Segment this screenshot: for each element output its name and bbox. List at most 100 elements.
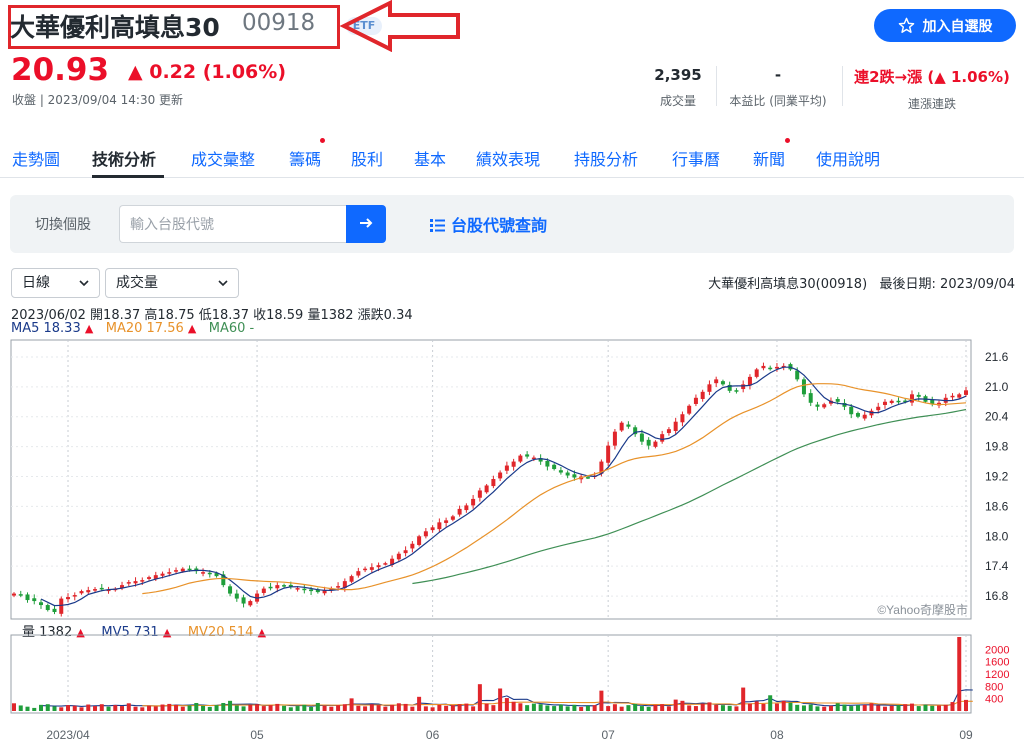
volume-bar bbox=[322, 705, 327, 711]
tab-news[interactable]: 新聞 bbox=[753, 150, 786, 169]
price-tick-label: 18.0 bbox=[985, 529, 1009, 543]
volume-bar bbox=[450, 705, 455, 711]
volume-bar bbox=[356, 705, 361, 711]
divider bbox=[716, 66, 717, 106]
star-icon bbox=[898, 17, 914, 33]
search-submit-button[interactable] bbox=[346, 205, 386, 243]
candle-body bbox=[842, 402, 847, 407]
volume-bar bbox=[896, 705, 901, 711]
candle-body bbox=[383, 563, 388, 565]
volume-bar bbox=[957, 637, 962, 711]
volume-bar bbox=[383, 706, 388, 711]
price-tick-label: 19.2 bbox=[985, 470, 1009, 484]
tab-trend[interactable]: 走勢圖 bbox=[12, 150, 61, 169]
volume-bar bbox=[45, 704, 50, 711]
ma60-label: MA60 - bbox=[208, 321, 255, 336]
candle-body bbox=[356, 571, 361, 576]
volume-bar bbox=[565, 706, 570, 711]
volume-bar bbox=[747, 703, 752, 711]
volume-bar bbox=[936, 705, 941, 711]
candle-body bbox=[612, 431, 617, 446]
candle-body bbox=[754, 369, 759, 377]
tab-calendar[interactable]: 行事曆 bbox=[672, 150, 721, 169]
stat-volume: 2,395 成交量 bbox=[648, 66, 708, 109]
candle-body bbox=[106, 589, 111, 592]
vol-label: 量 1382 bbox=[22, 625, 73, 640]
candle-body bbox=[734, 390, 739, 392]
candle-body bbox=[889, 400, 894, 403]
volume-bar bbox=[336, 705, 341, 711]
candle-body bbox=[86, 590, 91, 593]
tab-basic[interactable]: 基本 bbox=[414, 150, 447, 169]
candle-body bbox=[916, 394, 921, 397]
candle-body bbox=[248, 601, 253, 606]
volume-bar bbox=[538, 704, 543, 711]
candle-body bbox=[342, 581, 347, 588]
add-to-watchlist-button[interactable]: 加入自選股 bbox=[874, 9, 1016, 42]
tab-technical[interactable]: 技術分析 bbox=[92, 150, 157, 169]
volume-bar bbox=[59, 707, 64, 711]
mv5-label: MV5 731 bbox=[101, 625, 159, 640]
indicator-select-value: 成交量 bbox=[116, 275, 158, 291]
candle-body bbox=[687, 405, 692, 414]
indicator-select[interactable]: 成交量 bbox=[105, 268, 239, 298]
tab-holdings[interactable]: 持股分析 bbox=[574, 150, 639, 169]
volume-bar bbox=[423, 706, 428, 711]
stock-code-input[interactable] bbox=[119, 205, 347, 243]
candle-body bbox=[214, 573, 219, 577]
volume-bar bbox=[52, 706, 57, 711]
candle-body bbox=[282, 585, 287, 587]
volume-bar bbox=[882, 706, 887, 711]
volume-bar bbox=[396, 703, 401, 711]
tab-dividend[interactable]: 股利 bbox=[351, 150, 384, 169]
period-select[interactable]: 日線 bbox=[11, 268, 100, 298]
volume-bar bbox=[39, 704, 44, 711]
candle-body bbox=[585, 477, 590, 479]
volume-bar bbox=[923, 704, 928, 711]
candle-body bbox=[133, 581, 138, 584]
volume-bar bbox=[417, 696, 422, 711]
stock-name: 大華優利高填息30 bbox=[10, 13, 220, 42]
volume-bar bbox=[903, 704, 908, 711]
mv20-line bbox=[142, 700, 973, 707]
volume-bar bbox=[950, 702, 955, 711]
candle-body bbox=[72, 595, 77, 597]
candle-body bbox=[572, 474, 577, 478]
volume-bar bbox=[214, 705, 219, 711]
candle-body bbox=[511, 461, 516, 467]
code-lookup-link[interactable]: 台股代號查詢 bbox=[430, 212, 547, 236]
volume-bar bbox=[720, 705, 725, 711]
volume-bar bbox=[403, 703, 408, 711]
candle-body bbox=[768, 367, 773, 370]
volume-bar bbox=[248, 704, 253, 711]
candle-body bbox=[693, 397, 698, 404]
volume-pane-frame bbox=[10, 634, 972, 714]
ma5-label: MA5 18.33 bbox=[11, 321, 81, 336]
technical-chart[interactable]: 16.8 17.4 18.0 18.6 19.2 19.8 20.4 21.0 21.6 4008… bbox=[0, 338, 1024, 745]
tab-performance[interactable]: 績效表現 bbox=[476, 150, 541, 169]
candle-body bbox=[45, 605, 50, 611]
volume-bar bbox=[93, 706, 98, 711]
candle-body bbox=[12, 593, 16, 596]
ma20-label: MA20 17.56 bbox=[105, 321, 184, 336]
candle-body bbox=[552, 464, 557, 470]
volume-bar bbox=[774, 703, 779, 711]
candle-body bbox=[444, 520, 449, 523]
tab-chips[interactable]: 籌碼 bbox=[289, 150, 322, 169]
ma5-line bbox=[40, 366, 967, 607]
search-label: 切換個股 bbox=[35, 217, 91, 233]
ma60-line bbox=[412, 408, 967, 585]
volume-bar bbox=[99, 704, 104, 711]
tab-summary[interactable]: 成交彙整 bbox=[191, 150, 256, 169]
candle-body bbox=[25, 594, 30, 601]
volume-bar bbox=[579, 706, 584, 711]
candle-body bbox=[619, 422, 624, 431]
candle-body bbox=[126, 582, 131, 584]
volume-bar bbox=[707, 702, 712, 711]
up-triangle-icon: ▲ bbox=[257, 626, 267, 639]
candle-body bbox=[99, 587, 104, 590]
tab-help[interactable]: 使用說明 bbox=[816, 150, 881, 169]
volume-bar bbox=[86, 704, 91, 711]
candle-body bbox=[626, 424, 631, 427]
volume-tick-label: 1200 bbox=[985, 669, 1009, 681]
